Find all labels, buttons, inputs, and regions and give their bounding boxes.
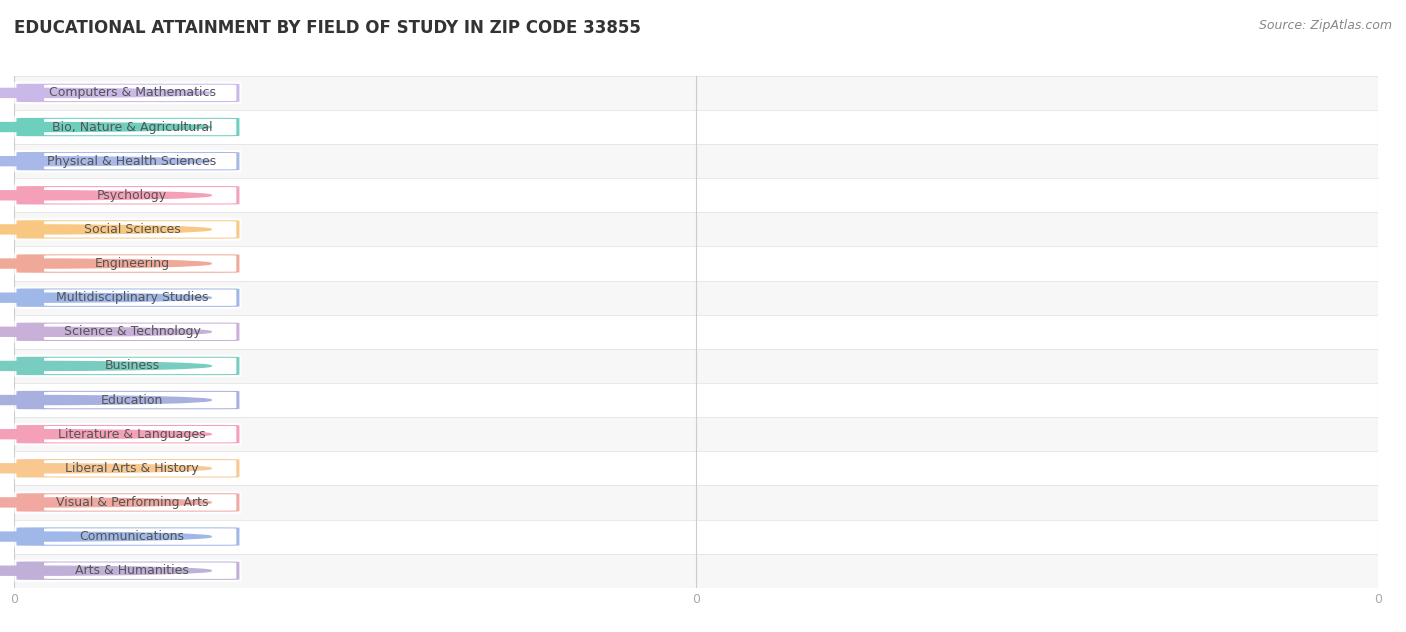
Text: Arts & Humanities: Arts & Humanities [75,564,188,577]
FancyBboxPatch shape [44,85,236,101]
FancyBboxPatch shape [44,460,236,477]
Bar [14,178,1378,212]
Circle shape [0,327,211,336]
Text: 0: 0 [225,257,233,270]
Text: 0: 0 [225,291,233,304]
Bar [14,76,1378,110]
Bar [14,110,1378,144]
FancyBboxPatch shape [15,492,240,513]
Text: 0: 0 [225,87,233,99]
Bar [14,451,1378,485]
FancyBboxPatch shape [15,83,240,103]
FancyBboxPatch shape [15,151,240,171]
Text: 0: 0 [225,462,233,475]
FancyBboxPatch shape [44,358,236,374]
FancyBboxPatch shape [44,392,236,408]
Bar [14,349,1378,383]
FancyBboxPatch shape [15,526,240,547]
FancyBboxPatch shape [15,219,240,240]
FancyBboxPatch shape [44,324,236,340]
Text: Business: Business [104,360,159,372]
FancyBboxPatch shape [15,322,240,342]
Circle shape [0,123,211,131]
Text: 0: 0 [225,155,233,167]
Text: 0: 0 [225,189,233,202]
FancyBboxPatch shape [15,185,240,205]
Circle shape [0,396,211,404]
FancyBboxPatch shape [15,253,240,274]
Text: Science & Technology: Science & Technology [63,325,201,338]
Text: Education: Education [101,394,163,406]
Bar [14,485,1378,520]
Text: 0: 0 [225,530,233,543]
FancyBboxPatch shape [15,390,240,410]
Text: Multidisciplinary Studies: Multidisciplinary Studies [56,291,208,304]
Text: Communications: Communications [80,530,184,543]
Text: Physical & Health Sciences: Physical & Health Sciences [48,155,217,167]
Text: Psychology: Psychology [97,189,167,202]
FancyBboxPatch shape [44,289,236,306]
FancyBboxPatch shape [44,494,236,511]
Text: Visual & Performing Arts: Visual & Performing Arts [56,496,208,509]
FancyBboxPatch shape [15,288,240,308]
Text: Literature & Languages: Literature & Languages [58,428,205,441]
Bar [14,417,1378,451]
Circle shape [0,259,211,268]
Bar [14,144,1378,178]
FancyBboxPatch shape [44,221,236,238]
FancyBboxPatch shape [15,356,240,376]
Text: 0: 0 [225,564,233,577]
Bar [14,383,1378,417]
Text: 0: 0 [225,360,233,372]
Text: 0: 0 [225,223,233,236]
Text: Engineering: Engineering [94,257,170,270]
Text: Liberal Arts & History: Liberal Arts & History [65,462,198,475]
Circle shape [0,88,211,97]
Circle shape [0,430,211,439]
FancyBboxPatch shape [44,255,236,272]
FancyBboxPatch shape [44,562,236,579]
Circle shape [0,362,211,370]
Bar [14,315,1378,349]
Circle shape [0,157,211,166]
Circle shape [0,566,211,575]
Bar [14,281,1378,315]
Circle shape [0,293,211,302]
FancyBboxPatch shape [44,426,236,442]
Circle shape [0,532,211,541]
FancyBboxPatch shape [15,117,240,137]
Circle shape [0,498,211,507]
FancyBboxPatch shape [44,528,236,545]
Text: 0: 0 [225,325,233,338]
Text: Computers & Mathematics: Computers & Mathematics [48,87,215,99]
Circle shape [0,191,211,200]
Circle shape [0,225,211,234]
FancyBboxPatch shape [44,119,236,135]
FancyBboxPatch shape [15,458,240,478]
Text: Bio, Nature & Agricultural: Bio, Nature & Agricultural [52,121,212,133]
Text: Social Sciences: Social Sciences [83,223,180,236]
FancyBboxPatch shape [44,153,236,169]
Text: 0: 0 [225,496,233,509]
Bar [14,520,1378,554]
Text: 0: 0 [225,428,233,441]
FancyBboxPatch shape [44,187,236,204]
FancyBboxPatch shape [15,424,240,444]
Text: 0: 0 [225,121,233,133]
Text: Source: ZipAtlas.com: Source: ZipAtlas.com [1258,19,1392,32]
Bar [14,246,1378,281]
FancyBboxPatch shape [15,561,240,581]
Bar [14,212,1378,246]
Text: 0: 0 [225,394,233,406]
Bar [14,554,1378,588]
Circle shape [0,464,211,473]
Text: EDUCATIONAL ATTAINMENT BY FIELD OF STUDY IN ZIP CODE 33855: EDUCATIONAL ATTAINMENT BY FIELD OF STUDY… [14,19,641,37]
